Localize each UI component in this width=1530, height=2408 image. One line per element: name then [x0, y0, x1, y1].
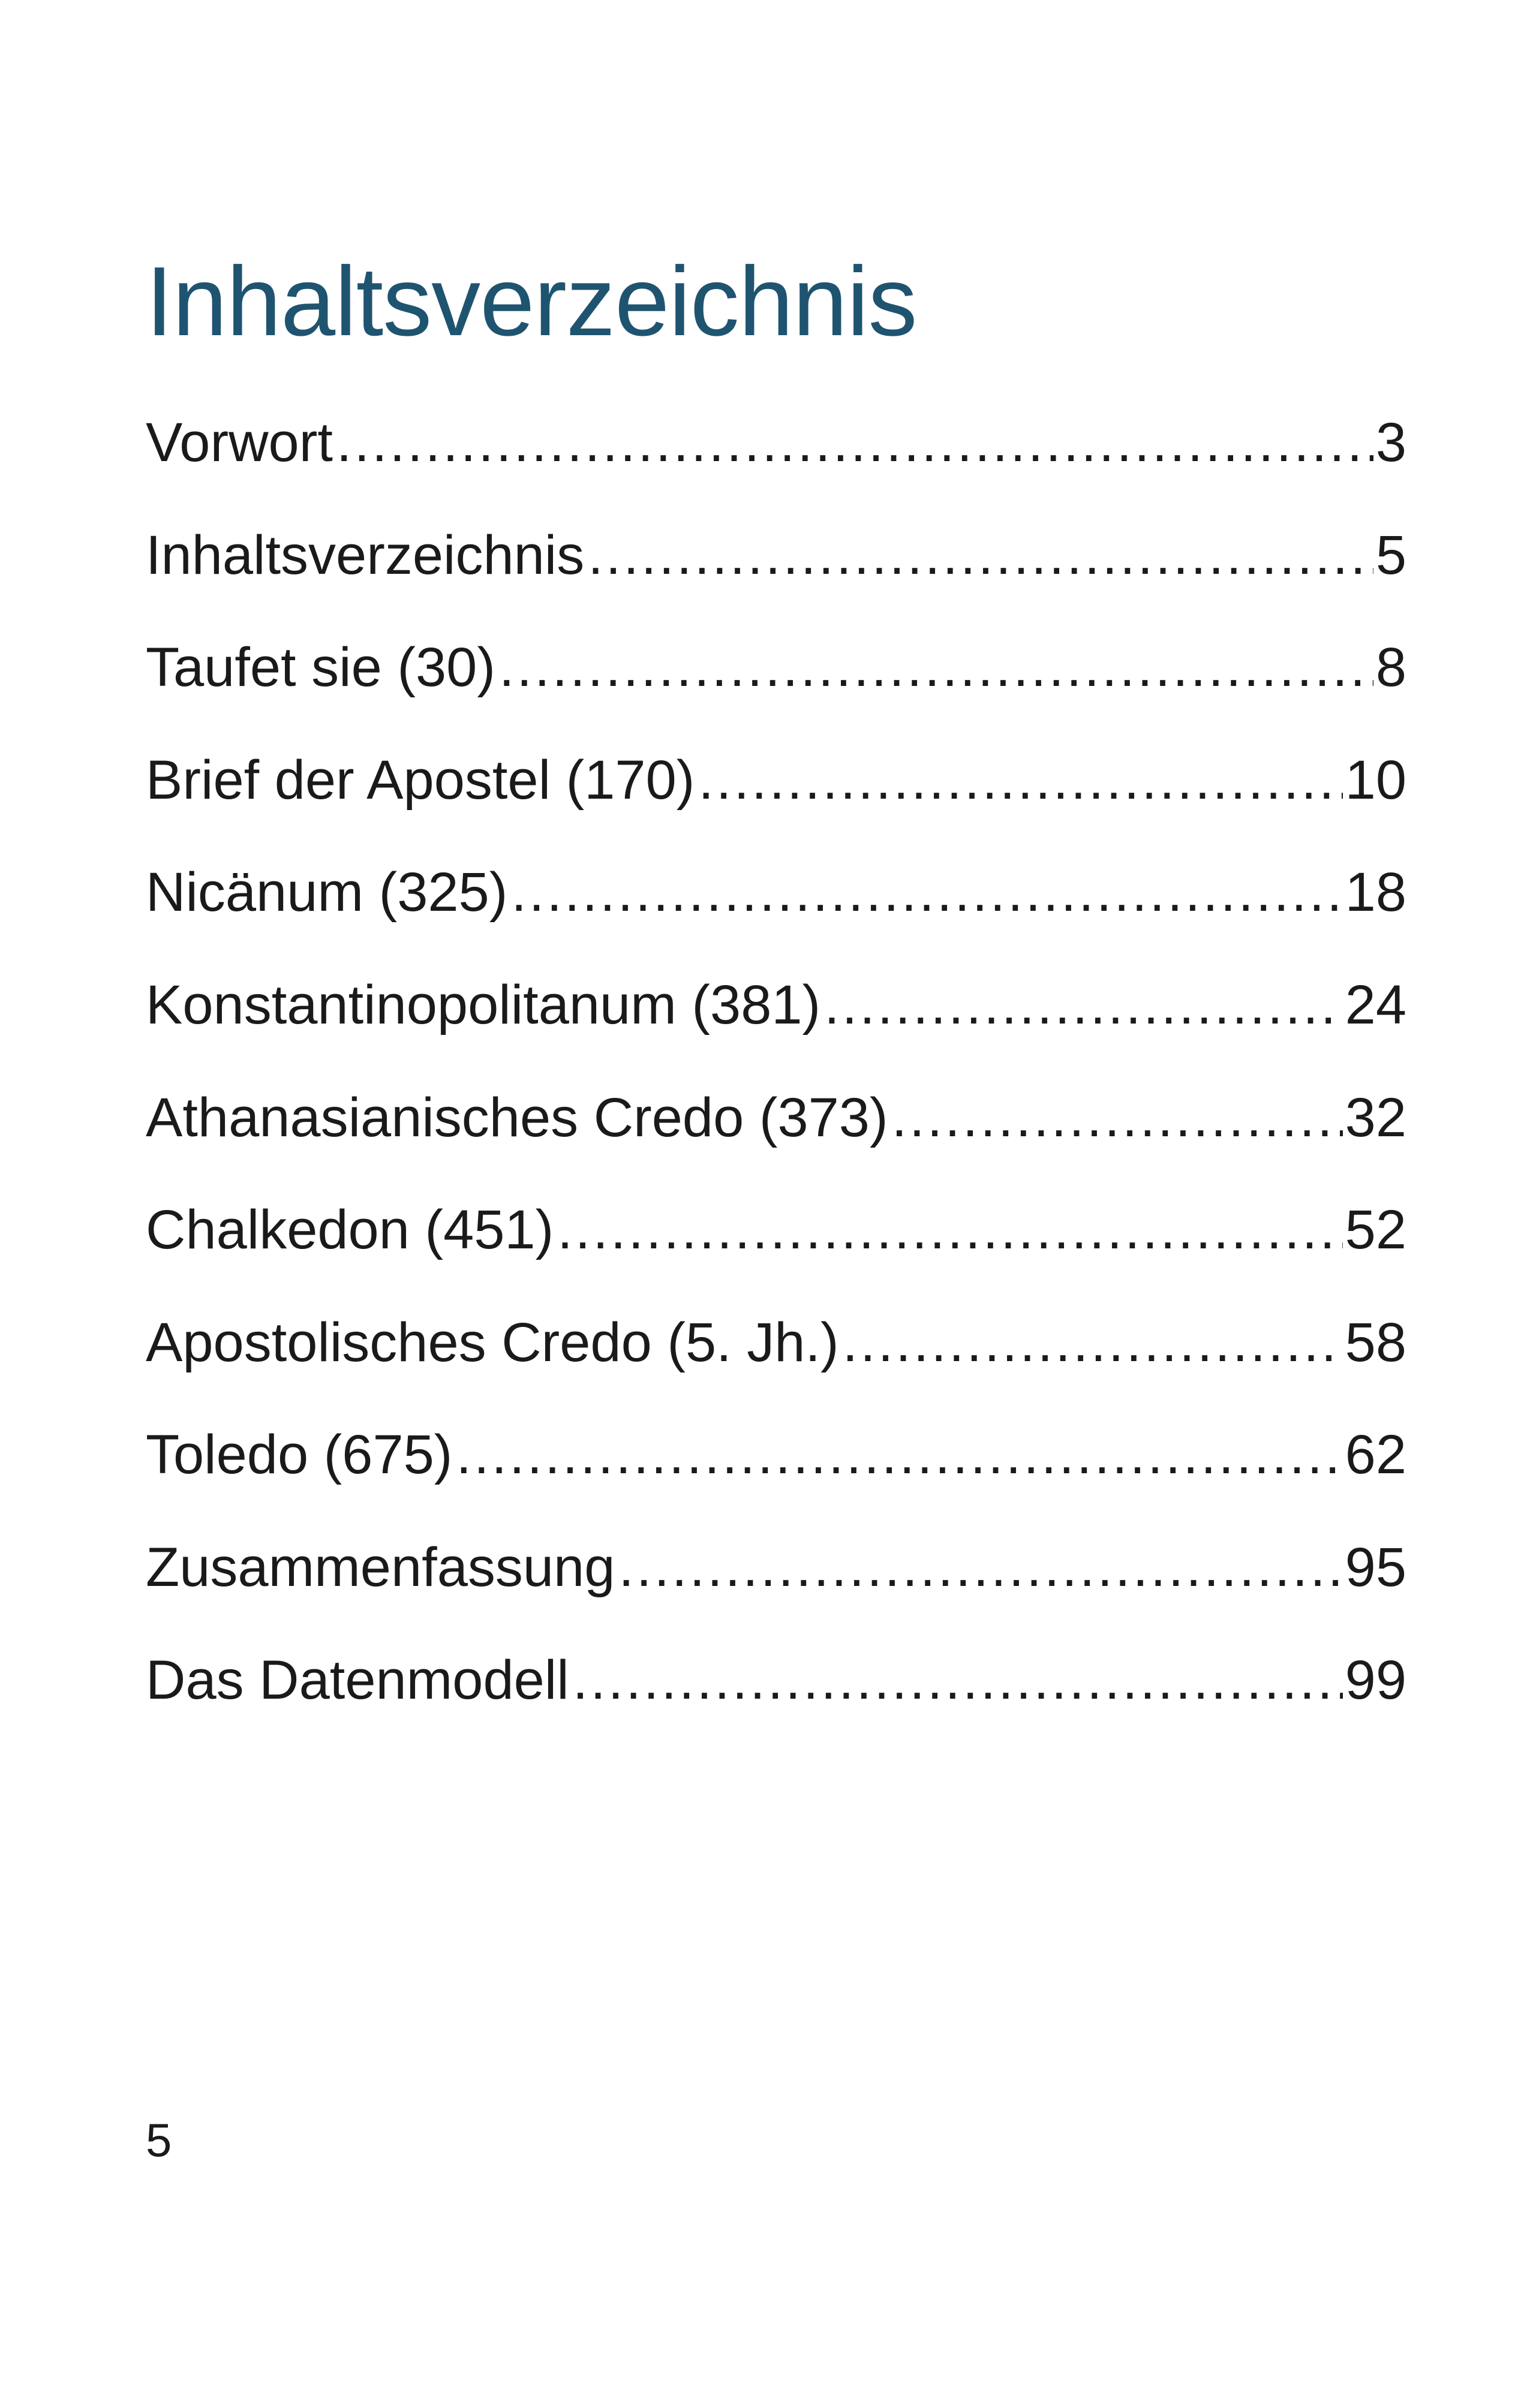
toc-entry-apostolisches-credo[interactable]: Apostolisches Credo (5. Jh.) 58: [146, 1309, 1406, 1422]
toc-entry-brief-der-apostel[interactable]: Brief der Apostel (170) 10: [146, 747, 1406, 859]
dot-leader: [824, 971, 1342, 1039]
toc-entry-chalkedon[interactable]: Chalkedon (451) 52: [146, 1196, 1406, 1309]
toc-entry-label: Nicänum (325): [146, 862, 508, 923]
dot-leader: [892, 1084, 1343, 1151]
toc-entry-label: Konstantinopolitanum (381): [146, 974, 821, 1036]
dot-leader: [557, 1196, 1342, 1263]
toc-entry-page: 3: [1375, 412, 1406, 473]
toc-entry-label: Inhaltsverzeichnis: [146, 524, 585, 586]
toc-entry-page: 10: [1345, 749, 1406, 811]
toc-entry-konstantinopolitanum[interactable]: Konstantinopolitanum (381) 24: [146, 971, 1406, 1084]
toc-entry-taufet-sie[interactable]: Taufet sie (30) 8: [146, 634, 1406, 747]
toc-entry-label: Brief der Apostel (170): [146, 749, 695, 811]
toc-entry-toledo[interactable]: Toledo (675) 62: [146, 1421, 1406, 1534]
toc-entry-label: Athanasianisches Credo (373): [146, 1086, 888, 1148]
dot-leader: [698, 747, 1342, 814]
toc-entry-page: 99: [1345, 1649, 1406, 1711]
dot-leader: [511, 859, 1342, 926]
dot-leader: [499, 634, 1373, 701]
toc-entry-page: 58: [1345, 1311, 1406, 1373]
toc-entry-page: 5: [1375, 524, 1406, 586]
toc-entry-vorwort[interactable]: Vorwort 3: [146, 409, 1406, 522]
toc-entry-nicaenum[interactable]: Nicänum (325) 18: [146, 859, 1406, 971]
dot-leader: [573, 1647, 1343, 1714]
toc-entry-page: 24: [1345, 974, 1406, 1036]
toc-entry-page: 8: [1375, 637, 1406, 699]
page-title: Inhaltsverzeichnis: [146, 246, 918, 356]
toc-entry-label: Chalkedon (451): [146, 1199, 554, 1261]
toc-entry-athanasianisches-credo[interactable]: Athanasianisches Credo (373) 32: [146, 1084, 1406, 1197]
toc-entry-label: Taufet sie (30): [146, 637, 495, 699]
toc-entry-label: Vorwort: [146, 412, 333, 473]
dot-leader: [336, 409, 1373, 476]
toc-entry-inhaltsverzeichnis[interactable]: Inhaltsverzeichnis 5: [146, 522, 1406, 634]
toc-entry-page: 52: [1345, 1199, 1406, 1261]
dot-leader: [843, 1309, 1343, 1376]
toc-entry-label: Apostolisches Credo (5. Jh.): [146, 1311, 839, 1373]
dot-leader: [456, 1421, 1342, 1488]
page-number: 5: [146, 2114, 172, 2166]
dot-leader: [618, 1534, 1342, 1601]
toc-entry-page: 62: [1345, 1424, 1406, 1486]
dot-leader: [588, 522, 1373, 589]
toc-entry-page: 95: [1345, 1536, 1406, 1598]
toc-entry-page: 18: [1345, 862, 1406, 923]
toc-entry-label: Zusammenfassung: [146, 1536, 615, 1598]
toc-entry-das-datenmodell[interactable]: Das Datenmodell 99: [146, 1647, 1406, 1759]
toc-entry-page: 32: [1345, 1086, 1406, 1148]
toc-entry-label: Das Datenmodell: [146, 1649, 569, 1711]
toc-entry-zusammenfassung[interactable]: Zusammenfassung 95: [146, 1534, 1406, 1647]
toc-entry-label: Toledo (675): [146, 1424, 453, 1486]
table-of-contents: Vorwort 3 Inhaltsverzeichnis 5 Taufet si…: [146, 409, 1406, 1759]
